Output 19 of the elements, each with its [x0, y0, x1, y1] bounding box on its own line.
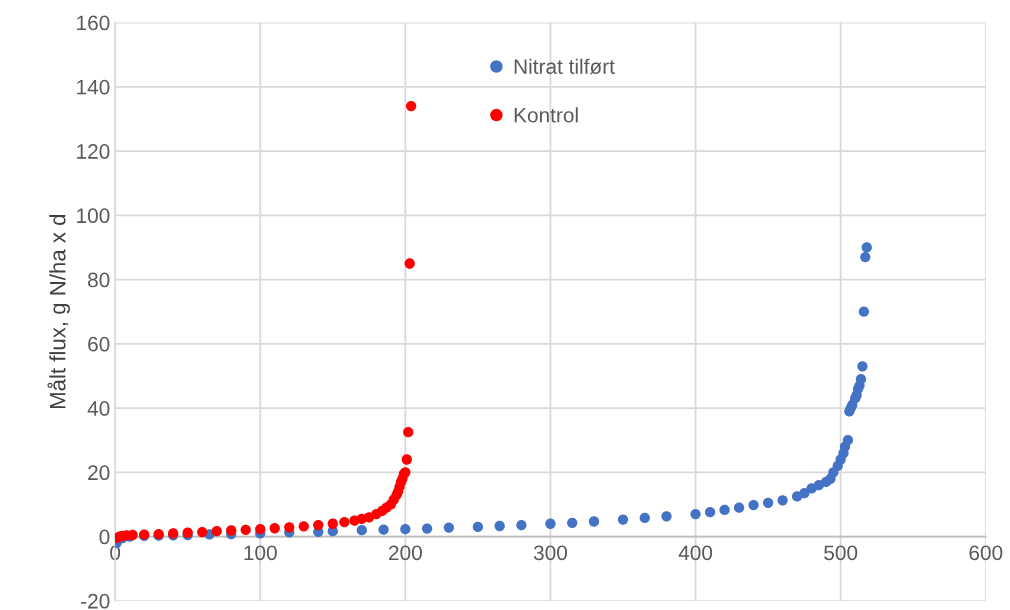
x-tick-label: 100: [244, 545, 277, 561]
x-tick-label: 600: [969, 545, 1003, 561]
y-tick-label: 60: [88, 336, 110, 352]
y-tick-label: 160: [77, 15, 110, 31]
legend-label: Nitrat tilført: [514, 58, 615, 75]
y-tick-label: 40: [87, 401, 110, 416]
y-axis-title: Målt flux, g N/ha x d: [47, 214, 70, 409]
x-tick-label: 500: [824, 545, 858, 561]
legend-label: Kontrol: [514, 107, 578, 123]
y-tick-label: 140: [77, 79, 110, 95]
y-tick-label: -20: [81, 593, 110, 609]
y-tick-label: 0: [99, 529, 110, 545]
y-tick-label: 20: [88, 465, 110, 481]
x-tick-label: 200: [389, 545, 422, 561]
y-tick-label: 120: [77, 144, 110, 159]
y-tick-label: 80: [88, 272, 110, 288]
x-tick-label: 300: [533, 545, 568, 561]
y-tick-label: 100: [77, 208, 110, 224]
x-tick-label: 400: [678, 545, 713, 561]
